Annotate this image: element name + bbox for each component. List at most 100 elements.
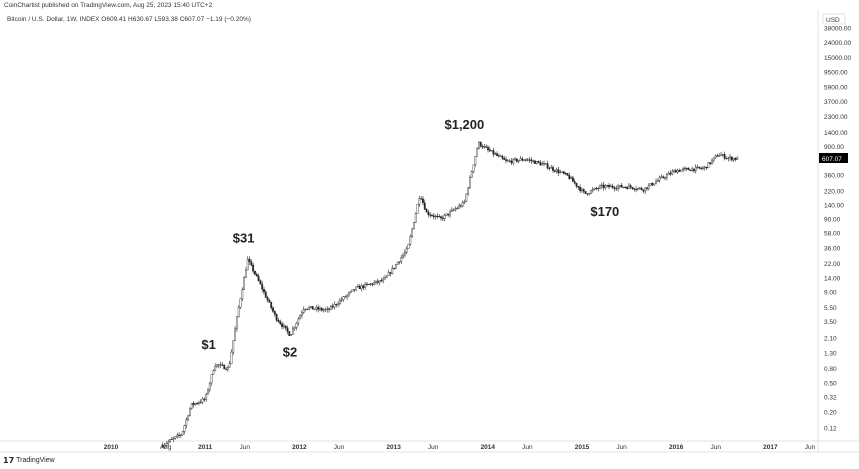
candle bbox=[174, 436, 177, 439]
candle bbox=[416, 204, 419, 214]
y-tick-label: 3.50 bbox=[824, 319, 837, 326]
candle bbox=[472, 164, 475, 172]
candle bbox=[588, 193, 591, 195]
candle bbox=[250, 261, 253, 266]
candle bbox=[322, 309, 325, 311]
candle bbox=[308, 307, 311, 310]
x-tick-label: Jun bbox=[616, 444, 627, 451]
candle bbox=[579, 187, 582, 191]
candle bbox=[649, 183, 652, 186]
tradingview-brand[interactable]: 𝟭𝟳 TradingView bbox=[3, 456, 55, 465]
candle bbox=[604, 185, 607, 188]
candle bbox=[232, 340, 235, 353]
candle bbox=[485, 146, 488, 148]
candle bbox=[235, 316, 238, 330]
candle bbox=[609, 185, 612, 188]
candle bbox=[635, 189, 638, 191]
candle bbox=[553, 170, 556, 172]
candle bbox=[456, 207, 459, 209]
candle bbox=[264, 291, 267, 298]
candle bbox=[694, 166, 697, 172]
candle bbox=[362, 285, 365, 288]
candle bbox=[461, 202, 464, 207]
y-tick-label: 0.12 bbox=[824, 426, 837, 433]
candle bbox=[577, 186, 580, 188]
candle bbox=[658, 177, 661, 181]
x-tick-label: Jun bbox=[805, 444, 816, 451]
candle bbox=[660, 176, 663, 179]
candle bbox=[617, 186, 619, 189]
candle bbox=[288, 331, 291, 336]
candle bbox=[458, 205, 460, 209]
candle bbox=[629, 185, 632, 188]
candle bbox=[454, 208, 457, 211]
candle bbox=[420, 198, 423, 200]
y-tick-label: 3700.00 bbox=[824, 99, 848, 106]
candle bbox=[720, 154, 722, 156]
candle bbox=[405, 248, 408, 253]
candle bbox=[501, 156, 504, 159]
y-tick-label: 140.00 bbox=[824, 203, 844, 210]
candle bbox=[682, 168, 685, 171]
y-tick-label: 0.32 bbox=[824, 395, 837, 402]
price-annotation: $170 bbox=[590, 204, 619, 219]
candle bbox=[696, 166, 699, 168]
y-tick-label: 15000.00 bbox=[824, 55, 851, 62]
candle bbox=[631, 187, 634, 189]
candle bbox=[207, 389, 209, 395]
candle bbox=[302, 309, 305, 313]
candle bbox=[443, 214, 446, 220]
candle bbox=[474, 156, 477, 165]
candle bbox=[459, 205, 462, 207]
candle bbox=[526, 159, 529, 161]
candle bbox=[523, 159, 526, 161]
x-tick-label: 2011 bbox=[198, 444, 212, 451]
y-tick-label: 36.00 bbox=[824, 245, 841, 252]
candle bbox=[273, 311, 276, 315]
currency-box[interactable] bbox=[822, 13, 846, 25]
candle bbox=[582, 189, 585, 192]
candle bbox=[721, 154, 724, 156]
candle bbox=[673, 170, 675, 172]
y-tick-label: 0.20 bbox=[824, 410, 837, 417]
x-tick-label: 2014 bbox=[481, 444, 496, 451]
candle bbox=[665, 174, 668, 178]
candle bbox=[176, 434, 179, 437]
candle bbox=[573, 181, 576, 184]
candle bbox=[581, 189, 583, 191]
candle bbox=[385, 275, 388, 278]
candle bbox=[373, 282, 376, 285]
candle bbox=[729, 156, 731, 159]
candle bbox=[646, 187, 648, 189]
candle bbox=[447, 213, 450, 216]
x-tick-label: 2012 bbox=[292, 444, 307, 451]
candle bbox=[295, 322, 298, 328]
last-price-label: 607.07 bbox=[822, 156, 842, 163]
candle bbox=[562, 171, 565, 174]
candle bbox=[432, 215, 435, 218]
price-annotation: $31 bbox=[233, 231, 255, 246]
candle bbox=[714, 155, 717, 158]
candle bbox=[226, 366, 229, 370]
candle bbox=[530, 159, 533, 162]
candle bbox=[338, 300, 341, 305]
candle bbox=[375, 280, 377, 283]
candle bbox=[248, 258, 251, 263]
candle bbox=[552, 167, 554, 171]
candle bbox=[494, 153, 497, 155]
candle bbox=[595, 187, 598, 189]
x-tick-label: 2016 bbox=[669, 444, 684, 451]
candle bbox=[425, 209, 428, 213]
candle bbox=[246, 258, 249, 271]
candle bbox=[689, 169, 692, 172]
candle bbox=[228, 363, 231, 368]
candle bbox=[243, 277, 246, 290]
candle bbox=[622, 186, 625, 188]
candle bbox=[418, 198, 421, 205]
candle bbox=[655, 181, 657, 185]
y-tick-label: 5900.00 bbox=[824, 84, 848, 91]
candle bbox=[216, 364, 218, 367]
candle bbox=[337, 303, 339, 306]
candle bbox=[478, 141, 480, 149]
